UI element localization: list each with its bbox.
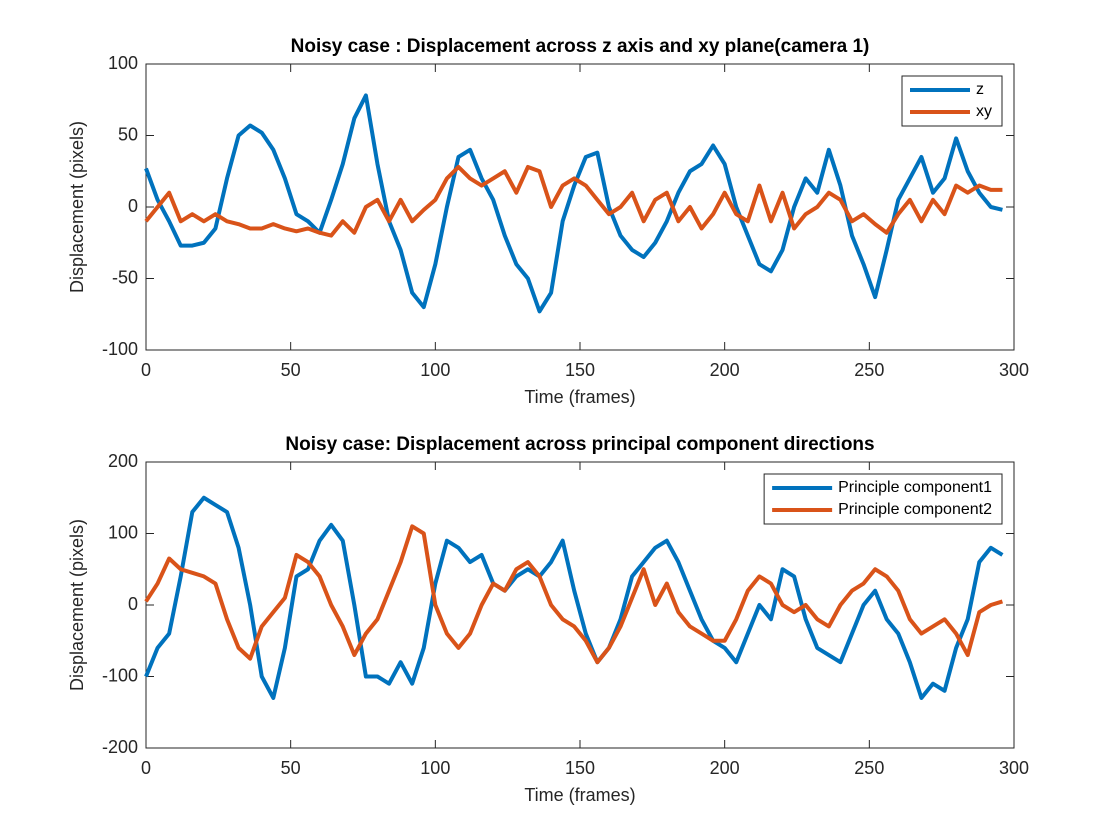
y-axis-label: Displacement (pixels) xyxy=(67,519,87,691)
legend-label: Principle component2 xyxy=(838,501,992,518)
chart-title: Noisy case : Displacement across z axis … xyxy=(291,36,870,57)
x-tick-label: 50 xyxy=(281,360,301,380)
legend: z xy xyxy=(901,75,1003,127)
y-tick-label: 0 xyxy=(128,594,138,614)
legend-label: z xyxy=(976,81,984,98)
x-tick-label: 100 xyxy=(420,758,450,778)
x-tick-label: 150 xyxy=(565,758,595,778)
series-line xyxy=(144,524,1004,665)
y-tick-label: 0 xyxy=(128,196,138,216)
y-tick-label: 100 xyxy=(108,522,138,542)
y-tick-label: -100 xyxy=(102,665,138,685)
subplot: 0 50 100 150 200 250 300 -100 -50 0 50 100 Noisy cas… xyxy=(67,36,1029,407)
legend-label: Principle component1 xyxy=(838,479,992,496)
x-tick-label: 0 xyxy=(141,360,151,380)
y-tick-label: -200 xyxy=(102,737,138,757)
x-tick-label: 100 xyxy=(420,360,450,380)
x-tick-label: 250 xyxy=(854,360,884,380)
x-tick-label: 50 xyxy=(281,758,301,778)
x-tick-label: 200 xyxy=(710,758,740,778)
x-tick-label: 300 xyxy=(999,360,1029,380)
x-tick-label: 0 xyxy=(141,758,151,778)
y-tick-label: 100 xyxy=(108,53,138,73)
y-tick-label: -50 xyxy=(112,267,138,287)
series-line xyxy=(144,164,1003,238)
x-tick-label: 250 xyxy=(854,758,884,778)
series-line xyxy=(144,93,1003,314)
x-tick-label: 200 xyxy=(710,360,740,380)
chart-title: Noisy case: Displacement across principa… xyxy=(285,434,874,455)
y-axis-label: Displacement (pixels) xyxy=(67,121,87,293)
subplot: 0 50 100 150 200 250 300 -200 -100 0 100 200 Noisy c… xyxy=(67,434,1029,805)
legend: Principle component1 Principle component2 xyxy=(763,473,1003,525)
legend-box xyxy=(901,75,1003,127)
y-tick-label: 200 xyxy=(108,451,138,471)
plot-area xyxy=(145,63,1015,351)
y-tick-label: 50 xyxy=(118,124,138,144)
legend-label: xy xyxy=(976,103,992,120)
legend-box xyxy=(763,473,1003,525)
x-axis-label: Time (frames) xyxy=(524,785,635,805)
x-tick-label: 300 xyxy=(999,758,1029,778)
y-tick-label: -100 xyxy=(102,339,138,359)
x-axis-label: Time (frames) xyxy=(524,387,635,407)
x-tick-label: 150 xyxy=(565,360,595,380)
series-line xyxy=(144,495,1004,700)
